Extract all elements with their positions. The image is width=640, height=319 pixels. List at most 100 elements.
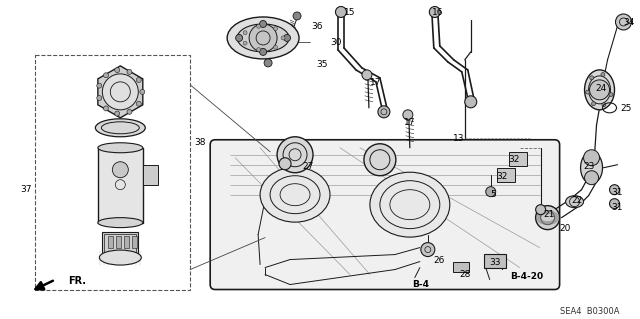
Ellipse shape (370, 172, 450, 237)
Ellipse shape (566, 196, 584, 208)
Text: B-4: B-4 (412, 279, 429, 288)
Circle shape (284, 34, 291, 41)
Circle shape (378, 106, 390, 118)
Ellipse shape (580, 152, 602, 184)
Circle shape (260, 48, 267, 56)
Text: 37: 37 (20, 185, 32, 194)
Text: 32: 32 (497, 172, 508, 181)
Text: 17: 17 (370, 78, 381, 87)
Text: 35: 35 (316, 60, 328, 69)
Circle shape (364, 144, 396, 176)
Circle shape (609, 185, 620, 195)
Circle shape (609, 93, 613, 97)
Circle shape (249, 24, 277, 52)
Text: 21: 21 (543, 210, 555, 219)
Bar (108, 236, 113, 248)
Circle shape (113, 162, 128, 178)
Circle shape (277, 137, 313, 173)
Circle shape (257, 24, 260, 28)
Text: 25: 25 (621, 104, 632, 113)
Circle shape (104, 106, 108, 111)
Bar (509, 152, 527, 166)
Circle shape (102, 74, 138, 110)
Circle shape (264, 59, 272, 67)
Circle shape (281, 36, 285, 40)
Circle shape (536, 206, 559, 230)
Circle shape (104, 73, 108, 78)
Ellipse shape (98, 218, 143, 228)
Text: 31: 31 (611, 188, 623, 197)
Circle shape (243, 31, 247, 35)
Circle shape (362, 70, 372, 80)
Text: 16: 16 (432, 8, 444, 17)
Circle shape (279, 158, 291, 170)
Text: 31: 31 (611, 203, 623, 212)
Circle shape (616, 14, 632, 30)
Circle shape (536, 205, 546, 215)
Circle shape (584, 150, 600, 166)
Ellipse shape (95, 119, 145, 137)
Circle shape (602, 103, 606, 107)
Text: 27: 27 (302, 162, 314, 171)
Text: 32: 32 (509, 155, 520, 164)
Circle shape (293, 12, 301, 20)
Bar (124, 236, 129, 248)
Text: 30: 30 (330, 38, 342, 47)
Circle shape (236, 34, 243, 41)
Bar (143, 165, 158, 185)
Text: 13: 13 (452, 134, 464, 143)
Text: 34: 34 (623, 18, 635, 27)
Circle shape (609, 199, 620, 209)
Circle shape (465, 96, 477, 108)
Circle shape (589, 80, 609, 100)
Text: 5: 5 (491, 190, 497, 199)
Circle shape (97, 83, 102, 88)
Ellipse shape (99, 250, 141, 265)
Text: SEA4  B0300A: SEA4 B0300A (559, 308, 619, 316)
Circle shape (260, 20, 267, 27)
Bar (132, 236, 138, 248)
Circle shape (486, 187, 496, 197)
Circle shape (127, 69, 132, 74)
Circle shape (140, 89, 145, 94)
Circle shape (273, 26, 278, 31)
Ellipse shape (227, 17, 299, 59)
Bar (484, 254, 506, 268)
Circle shape (591, 102, 595, 106)
Circle shape (403, 110, 413, 120)
Circle shape (136, 101, 141, 106)
Ellipse shape (260, 167, 330, 222)
Text: 38: 38 (194, 138, 205, 147)
Circle shape (586, 90, 589, 94)
Circle shape (421, 242, 435, 256)
Text: 15: 15 (344, 8, 355, 17)
Circle shape (257, 48, 260, 52)
Bar (497, 168, 515, 182)
Circle shape (97, 95, 102, 100)
Text: 22: 22 (572, 196, 583, 205)
Polygon shape (98, 66, 143, 118)
Bar (116, 236, 122, 248)
Text: 24: 24 (596, 84, 607, 93)
Text: B-4-20: B-4-20 (509, 271, 543, 280)
Text: 17: 17 (404, 118, 415, 127)
Text: 36: 36 (311, 22, 323, 31)
Text: 26: 26 (434, 256, 445, 264)
Ellipse shape (584, 70, 614, 110)
Bar (35, 55, 190, 290)
Circle shape (584, 171, 598, 185)
Circle shape (115, 111, 120, 116)
Bar (102, 232, 138, 254)
Circle shape (429, 6, 440, 18)
Text: 23: 23 (584, 162, 595, 171)
Circle shape (115, 68, 120, 73)
Text: 20: 20 (559, 224, 571, 233)
Circle shape (273, 45, 278, 49)
Bar (104, 234, 136, 252)
Circle shape (589, 76, 594, 80)
Bar (99, 148, 143, 223)
Circle shape (335, 6, 346, 18)
Ellipse shape (98, 143, 143, 153)
Text: 33: 33 (490, 257, 501, 267)
Circle shape (601, 72, 605, 77)
